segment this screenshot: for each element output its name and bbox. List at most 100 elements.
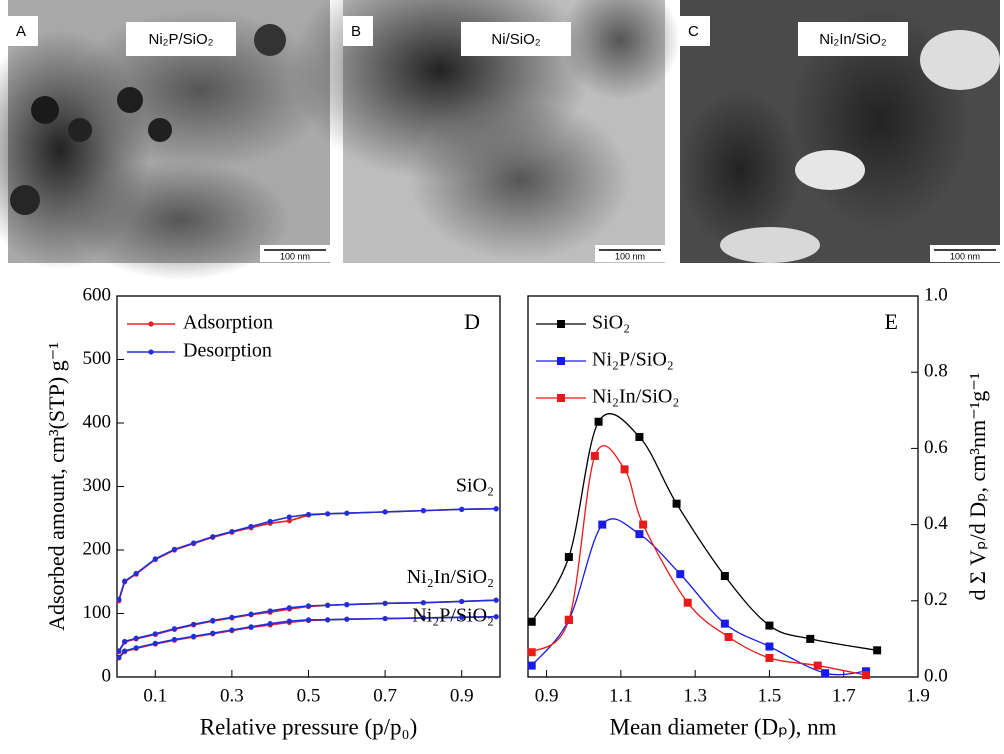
isotherm-point (325, 602, 331, 608)
isotherm-point (420, 600, 426, 606)
y2-tick-label: 1.0 (924, 284, 948, 305)
legend-label: Adsorption (183, 312, 273, 334)
y-tick-label: 400 (83, 411, 112, 432)
isotherm-point (152, 640, 158, 646)
label-box (461, 22, 571, 56)
y-tick-label: 200 (83, 538, 112, 559)
distribution-point (527, 648, 536, 657)
isotherm-point (248, 624, 254, 630)
isotherm-point (152, 556, 158, 562)
isotherm-point (382, 600, 388, 606)
letter-box (680, 16, 710, 46)
x-tick-label: 0.1 (143, 685, 167, 706)
panel-letter: D (464, 309, 480, 334)
y2-tick-label: 0.8 (924, 361, 948, 382)
isotherm-point (191, 540, 197, 546)
isotherm-point (133, 570, 139, 577)
isotherm-point (420, 615, 426, 621)
panel-letter: A (16, 23, 26, 40)
distribution-point (873, 646, 882, 655)
y-axis-label: Adsorbed amount, cm³(STP) g⁻¹ (44, 342, 69, 631)
isotherm-point (133, 645, 139, 651)
plot-frame (527, 295, 919, 678)
x-axis-label: Mean diameter (Dₚ), nm (610, 714, 837, 739)
label-box (798, 22, 908, 56)
distribution-point (676, 570, 685, 579)
isotherm-point (229, 627, 235, 633)
distribution-point (635, 530, 644, 539)
distribution-point (813, 661, 822, 670)
x-tick-label: 1.3 (683, 685, 707, 706)
isotherm-point (344, 616, 350, 622)
distribution-line (531, 445, 867, 676)
y-tick-label: 100 (83, 602, 112, 623)
distribution-point (639, 520, 648, 529)
y-tick-label: 0 (102, 665, 112, 686)
panel-letter: C (688, 23, 699, 40)
distribution-point (564, 552, 573, 561)
isotherm-point (459, 598, 465, 605)
panel-letter: B (351, 23, 361, 40)
letter-box (343, 16, 373, 46)
legend-marker (557, 320, 565, 328)
curve-label: Ni₂P/SiO₂ (412, 604, 494, 626)
legend-label: Ni₂In/SiO₂ (592, 386, 679, 408)
isotherm-point (210, 630, 216, 636)
isotherm-point (344, 602, 350, 608)
isotherm-point (267, 621, 273, 627)
distribution-point (527, 617, 536, 626)
isotherm-point (459, 614, 465, 620)
isotherm-point (325, 511, 331, 517)
isotherm-point (493, 614, 499, 620)
isotherm-point (116, 648, 122, 654)
panel-letter: E (885, 309, 898, 334)
x-tick-label: 1.1 (609, 685, 633, 706)
isotherm-point (305, 617, 312, 623)
isotherm-point (210, 534, 216, 540)
isotherm-point (248, 523, 254, 530)
distribution-point (598, 520, 607, 529)
legend-label: SiO₂ (592, 312, 630, 334)
isotherm-point (459, 506, 465, 512)
image-label: Ni₂P/SiO₂ (149, 31, 214, 48)
distribution-point (862, 671, 870, 680)
x-tick-label: 0.3 (220, 685, 244, 706)
isotherm-point (286, 605, 292, 611)
isotherm-point (171, 546, 178, 552)
isotherm-point (229, 614, 235, 620)
isotherm-point (267, 518, 273, 525)
x-tick-label: 0.9 (535, 685, 559, 706)
scale-label: 100 nm (950, 251, 980, 261)
x-tick-label: 1.5 (758, 685, 782, 706)
label-box (126, 22, 236, 56)
isotherm-point (286, 518, 292, 524)
distribution-point (765, 621, 774, 630)
x-tick-label: 0.7 (373, 685, 397, 706)
curve-label: SiO₂ (456, 474, 494, 496)
isotherm-point (286, 618, 292, 624)
distribution-point (683, 598, 692, 607)
distribution-point (724, 632, 733, 641)
legend-marker (557, 357, 565, 365)
isotherm-point (493, 597, 499, 603)
distribution-point (806, 634, 815, 643)
distribution-point (821, 669, 830, 678)
isotherm-point (122, 648, 128, 654)
isotherm-point (267, 608, 273, 614)
y2-tick-label: 0.6 (924, 437, 948, 458)
x-tick-label: 1.9 (906, 685, 930, 706)
isotherm-point (286, 514, 292, 520)
isotherm-point (382, 615, 388, 622)
legend-label: Desorption (183, 340, 272, 362)
isotherm-point (171, 626, 178, 632)
legend-label: Ni₂P/SiO₂ (592, 349, 674, 371)
image-label: Ni₂In/SiO₂ (819, 31, 887, 48)
y2-tick-label: 0.4 (924, 513, 948, 534)
isotherm-line (118, 507, 497, 600)
distribution-point (672, 499, 681, 508)
isotherm-point (122, 638, 128, 645)
isotherm-point (171, 636, 178, 643)
isotherm-point (493, 506, 499, 512)
distribution-point (590, 452, 599, 461)
isotherm-point (382, 509, 388, 515)
